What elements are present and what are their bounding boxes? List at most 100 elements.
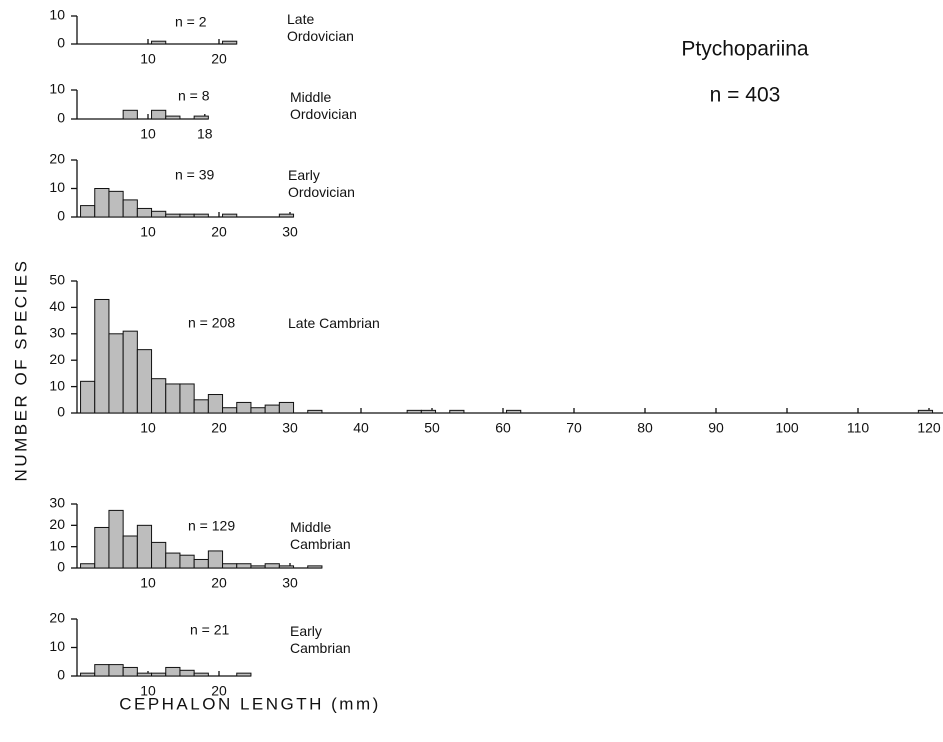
bar bbox=[136, 349, 153, 414]
x-tick-label: 30 bbox=[282, 224, 298, 240]
bar bbox=[122, 330, 138, 414]
y-tick-label: 10 bbox=[49, 537, 65, 553]
y-tick-label: 30 bbox=[49, 495, 65, 511]
x-tick-label: 70 bbox=[566, 420, 582, 436]
bar bbox=[151, 40, 167, 45]
bar bbox=[122, 666, 138, 677]
bar bbox=[94, 664, 110, 677]
bar bbox=[122, 199, 138, 218]
bar bbox=[250, 565, 266, 569]
y-tick-label: 10 bbox=[49, 179, 65, 195]
bar bbox=[207, 394, 224, 414]
annotation: n = 39 bbox=[175, 167, 215, 183]
bar bbox=[264, 563, 280, 569]
bar bbox=[250, 407, 266, 414]
bar bbox=[151, 210, 167, 218]
bar bbox=[236, 401, 252, 414]
bar bbox=[136, 524, 153, 569]
x-tick-label: 30 bbox=[282, 575, 298, 591]
y-axis-label: NUMBER OF SPECIES bbox=[11, 259, 30, 482]
x-tick-label: 40 bbox=[353, 420, 369, 436]
bar bbox=[278, 213, 295, 218]
bar bbox=[165, 213, 181, 218]
bar bbox=[278, 565, 295, 569]
bar bbox=[80, 205, 96, 218]
bar bbox=[94, 298, 110, 414]
x-tick-label: 20 bbox=[211, 683, 227, 699]
bar bbox=[136, 207, 153, 218]
x-tick-label: 20 bbox=[211, 575, 227, 591]
panel-label: Middle Cambrian bbox=[290, 519, 351, 552]
x-tick-label: 20 bbox=[211, 224, 227, 240]
bar bbox=[222, 213, 238, 218]
chart-subtitle: n = 403 bbox=[710, 84, 781, 107]
y-tick-label: 0 bbox=[57, 559, 65, 575]
bar bbox=[108, 664, 124, 677]
annotation: n = 8 bbox=[178, 88, 210, 104]
bar bbox=[193, 115, 209, 120]
bar bbox=[80, 672, 96, 677]
bar bbox=[136, 672, 153, 677]
x-tick-label: 50 bbox=[424, 420, 440, 436]
y-tick-label: 0 bbox=[57, 667, 65, 683]
y-tick-label: 0 bbox=[57, 110, 65, 126]
bar bbox=[307, 565, 323, 569]
bar bbox=[236, 672, 252, 677]
y-tick-label: 20 bbox=[49, 151, 65, 167]
bar bbox=[193, 672, 209, 677]
annotation: n = 2 bbox=[175, 14, 207, 30]
x-tick-label: 10 bbox=[140, 51, 156, 67]
x-tick-label: 10 bbox=[140, 575, 156, 591]
bar bbox=[122, 109, 138, 120]
bar bbox=[151, 378, 167, 414]
panel-label: Middle Ordovician bbox=[290, 89, 357, 122]
x-tick-label: 80 bbox=[637, 420, 653, 436]
y-tick-label: 10 bbox=[49, 81, 65, 97]
y-tick-label: 50 bbox=[49, 272, 65, 288]
chart-title: Ptychopariina bbox=[681, 38, 809, 61]
bar bbox=[108, 190, 124, 218]
y-tick-label: 30 bbox=[49, 325, 65, 341]
y-tick-label: 0 bbox=[57, 404, 65, 420]
x-tick-label: 20 bbox=[211, 51, 227, 67]
bar bbox=[193, 213, 209, 218]
x-tick-label: 90 bbox=[708, 420, 724, 436]
bar bbox=[420, 409, 437, 414]
bar bbox=[236, 563, 252, 569]
annotation: n = 129 bbox=[188, 518, 235, 534]
bar bbox=[193, 399, 209, 414]
y-tick-label: 40 bbox=[49, 298, 65, 314]
annotation: n = 21 bbox=[190, 622, 230, 638]
x-tick-label: 18 bbox=[197, 126, 213, 142]
bar bbox=[406, 409, 422, 414]
y-tick-label: 20 bbox=[49, 516, 65, 532]
bar bbox=[222, 563, 238, 569]
x-tick-label: 20 bbox=[211, 420, 227, 436]
bar bbox=[165, 383, 181, 414]
x-tick-label: 110 bbox=[847, 420, 870, 436]
y-tick-label: 10 bbox=[49, 7, 65, 23]
panel-label: Early Cambrian bbox=[290, 623, 351, 656]
bar bbox=[193, 558, 209, 569]
y-tick-label: 10 bbox=[49, 638, 65, 654]
y-tick-label: 20 bbox=[49, 351, 65, 367]
x-tick-label: 120 bbox=[917, 420, 941, 436]
x-tick-label: 10 bbox=[140, 420, 156, 436]
bar bbox=[108, 509, 124, 569]
bar bbox=[179, 554, 195, 569]
bar bbox=[165, 115, 181, 120]
bar bbox=[179, 383, 195, 414]
bar bbox=[506, 409, 522, 414]
bar bbox=[80, 380, 96, 414]
bar bbox=[94, 526, 110, 569]
x-tick-label: 10 bbox=[140, 126, 156, 142]
x-tick-label: 10 bbox=[140, 683, 156, 699]
panel-label: Early Ordovician bbox=[288, 167, 355, 200]
bar bbox=[207, 550, 224, 569]
bar bbox=[449, 409, 465, 414]
y-tick-label: 0 bbox=[57, 35, 65, 51]
bar bbox=[151, 109, 167, 120]
y-tick-label: 0 bbox=[57, 208, 65, 224]
bar bbox=[122, 535, 138, 569]
bar bbox=[151, 672, 167, 677]
